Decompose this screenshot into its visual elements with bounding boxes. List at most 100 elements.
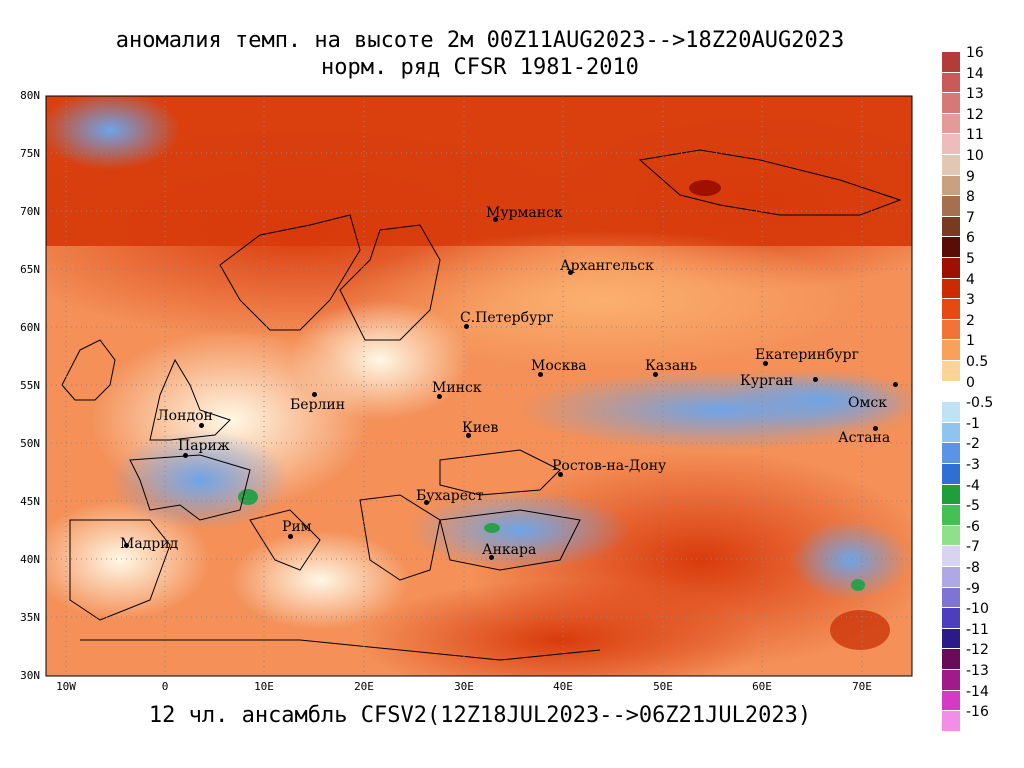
legend-label: 14 [966, 65, 984, 82]
legend-swatch [942, 72, 960, 93]
legend-label: 5 [966, 251, 975, 267]
map-frame [45, 95, 913, 677]
lon-label: 70E [852, 680, 872, 693]
city-label-madrid: Мадрид [120, 536, 179, 552]
color-legend: 16 14 13 12 11 10 9 8 7 6 5 4 3 2 1 0.5 0 -0.5 -1 -2 -3 -4 -5 -… [938, 44, 1018, 731]
lon-label: 20E [354, 680, 374, 693]
city-label-moscow: Москва [531, 358, 587, 374]
city-marker [763, 361, 768, 366]
lat-label: 45N [20, 495, 40, 508]
legend-swatch [942, 402, 960, 422]
lon-label: 10W [56, 680, 76, 693]
lon-label: 60E [752, 680, 772, 693]
city-marker [538, 372, 543, 377]
legend-label: 0 [966, 374, 975, 391]
legend-swatch [942, 237, 960, 257]
field-layer [46, 96, 912, 676]
legend-label: -8 [966, 560, 980, 576]
legend-swatch [942, 113, 960, 134]
legend-label: 12 [966, 106, 984, 123]
legend-label: 6 [966, 230, 975, 247]
legend-swatch [942, 278, 960, 299]
city-marker [893, 382, 898, 387]
legend-swatch [942, 340, 960, 360]
legend-swatch [942, 422, 960, 443]
lat-label: 50N [20, 437, 40, 450]
city-label-yekaterinburg: Екатеринбург [755, 347, 859, 363]
city-marker [124, 543, 129, 548]
city-label-paris: Париж [178, 438, 230, 454]
city-marker [873, 426, 878, 431]
lon-label: 30E [454, 680, 474, 693]
city-label-murmansk: Мурманск [486, 205, 563, 221]
city-label-london: Лондон [157, 408, 213, 424]
legend-label: -10 [966, 601, 989, 618]
legend-label: -1 [966, 415, 980, 432]
lon-label: 40E [553, 680, 573, 693]
legend-label: 2 [966, 312, 975, 329]
legend-label: 16 [966, 45, 984, 61]
legend-swatch [942, 258, 960, 278]
city-label-arkhangelsk: Архангельск [560, 258, 654, 274]
legend-swatch [942, 93, 960, 113]
city-marker [288, 534, 293, 539]
lat-label: 55N [20, 379, 40, 392]
city-marker [437, 394, 442, 399]
lat-label: 65N [20, 263, 40, 276]
city-marker [653, 372, 658, 377]
legend-swatch [942, 464, 960, 484]
legend-label: -4 [966, 477, 980, 494]
legend-label: -3 [966, 457, 980, 473]
legend-label: 8 [966, 189, 975, 206]
legend-label: 7 [966, 209, 975, 226]
legend-swatch [942, 175, 960, 196]
legend-swatch [942, 134, 960, 154]
legend-label: -9 [966, 580, 980, 597]
city-marker [424, 500, 429, 505]
city-label-minsk: Минск [432, 380, 482, 396]
legend-label: 10 [966, 148, 984, 164]
city-marker [493, 217, 498, 222]
city-label-kurgan: Курган [740, 373, 794, 389]
city-label-kazan: Казань [645, 358, 698, 374]
legend-label: -13 [966, 663, 989, 679]
legend-swatch [942, 319, 960, 340]
city-marker [813, 377, 818, 382]
legend-swatch [942, 608, 960, 628]
city-marker [183, 453, 188, 458]
city-label-rostov-na-donu: Ростов-на-Дону [552, 458, 667, 474]
legend-label: 9 [966, 168, 975, 185]
legend-swatch [942, 299, 960, 319]
legend-label: -6 [966, 518, 980, 535]
legend-label: -7 [966, 539, 980, 556]
legend-label: -14 [966, 683, 989, 700]
lon-label: 50E [653, 680, 673, 693]
legend-label: -5 [966, 498, 980, 515]
legend-swatch [942, 670, 960, 690]
legend-swatch [942, 505, 960, 525]
legend-swatch [942, 690, 960, 711]
legend-swatch [942, 567, 960, 587]
legend-label: 0.5 [966, 354, 989, 370]
lat-label: 80N [20, 89, 40, 102]
lat-label: 40N [20, 553, 40, 566]
legend-swatch [942, 381, 960, 402]
legend-label: 1 [966, 333, 975, 350]
city-label-st-petersburg: С.Петербург [460, 310, 554, 326]
legend-swatch [942, 649, 960, 669]
legend-label: -11 [966, 621, 989, 638]
legend-swatch [942, 587, 960, 608]
lat-label: 35N [20, 611, 40, 624]
legend-swatch [942, 711, 960, 731]
lat-label: 75N [20, 147, 40, 160]
map-title: аномалия темп. на высоте 2м 00Z11AUG2023… [115, 28, 845, 53]
legend-swatch [942, 443, 960, 463]
city-label-rome: Рим [282, 519, 312, 535]
gridlines [46, 96, 912, 676]
legend-swatch [942, 546, 960, 566]
city-marker [312, 392, 317, 397]
city-marker [558, 472, 563, 477]
anomaly-map [45, 95, 913, 677]
city-label-kyiv: Киев [462, 420, 499, 436]
city-marker [568, 270, 573, 275]
